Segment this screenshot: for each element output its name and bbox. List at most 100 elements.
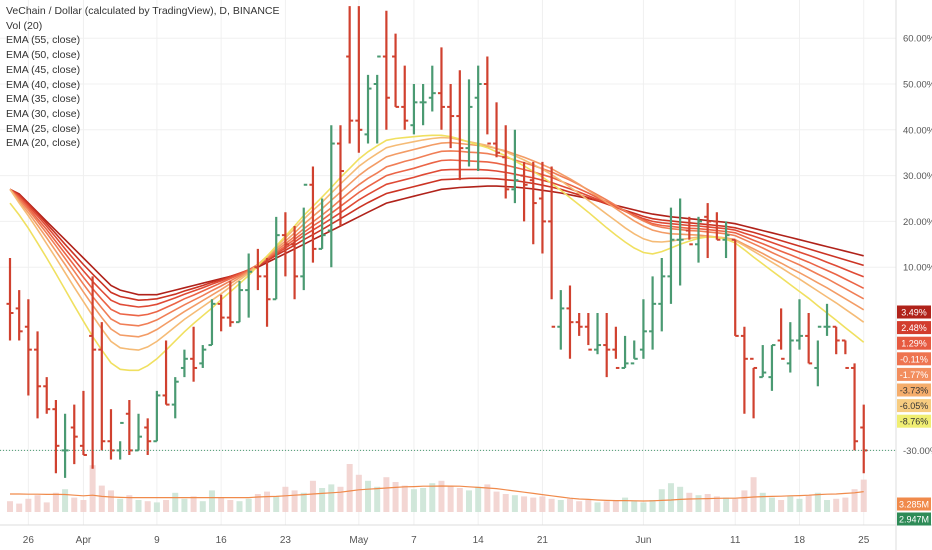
legend-item[interactable]: EMA (35, close)	[6, 93, 81, 106]
legend-item[interactable]: EMA (45, close)	[6, 63, 81, 76]
volume-bar	[704, 494, 711, 512]
volume-bar	[273, 496, 280, 512]
volume-bar	[190, 496, 197, 512]
volume-bar	[392, 482, 399, 512]
x-tick-label: 14	[473, 535, 485, 546]
volume-bar	[686, 492, 693, 512]
volume-bar	[622, 497, 629, 512]
price-label-box	[897, 305, 931, 319]
volume-bar	[612, 500, 619, 512]
legend-item[interactable]: Vol (20)	[6, 19, 43, 32]
volume-bar	[52, 492, 59, 512]
price-label: -6.05%	[900, 401, 929, 411]
volume-bar	[713, 496, 720, 512]
price-label: -1.77%	[900, 370, 929, 380]
volume-label: 2.947M	[899, 515, 929, 525]
volume-bar	[585, 500, 592, 512]
volume-bar	[493, 491, 500, 512]
legend-item[interactable]: EMA (40, close)	[6, 78, 81, 91]
volume-bar	[511, 495, 518, 512]
volume-bar	[438, 480, 445, 512]
price-label-box	[897, 367, 931, 381]
volume-bar	[98, 485, 105, 512]
volume-bar	[695, 495, 702, 512]
volume-bar	[640, 502, 647, 512]
volume-bar	[236, 501, 243, 512]
ema-line[interactable]	[9, 185, 864, 296]
volume-bar	[447, 485, 454, 512]
volume-bar	[163, 500, 170, 512]
volume-bar	[401, 485, 408, 512]
ema-line[interactable]	[9, 168, 864, 308]
volume-bar	[466, 490, 472, 512]
y-tick-label: 40.00%	[903, 125, 932, 136]
volume-bar	[337, 486, 344, 512]
chart-title: VeChain / Dollar (calculated by TradingV…	[6, 5, 280, 17]
volume-bar	[566, 498, 573, 512]
price-label: 2.48%	[901, 323, 927, 333]
volume-bar	[346, 464, 353, 512]
volume-bar	[181, 498, 188, 512]
volume-bar	[291, 490, 298, 512]
price-label: -8.76%	[900, 417, 929, 427]
volume-bar	[768, 497, 775, 512]
volume-bar	[429, 483, 436, 512]
volume-bar	[34, 495, 41, 512]
volume-bar	[796, 498, 803, 512]
volume-bar	[420, 488, 427, 512]
x-tick-label: Apr	[76, 535, 92, 546]
legend-item[interactable]: EMA (55, close)	[6, 34, 81, 47]
x-tick-label: 11	[730, 535, 741, 546]
volume-bar	[62, 489, 69, 512]
ema-line[interactable]	[9, 134, 865, 372]
volume-ma-line	[10, 485, 864, 502]
volume-bar	[631, 501, 638, 512]
volume-bar	[475, 486, 482, 512]
legend-item[interactable]: EMA (20, close)	[6, 137, 81, 150]
price-label-box	[897, 414, 931, 428]
x-tick-label: 16	[216, 535, 228, 546]
volume-bar	[484, 484, 491, 512]
x-tick-label: 21	[537, 535, 549, 546]
volume-bar	[805, 495, 812, 512]
volume-label: 3.285M	[899, 500, 929, 510]
volume-bar	[374, 486, 381, 512]
volume-bar	[355, 474, 362, 512]
ema-line[interactable]	[9, 159, 865, 317]
volume-bar	[594, 502, 601, 512]
legend-item[interactable]: EMA (30, close)	[6, 107, 81, 120]
legend-item[interactable]: EMA (50, close)	[6, 49, 81, 62]
volume-bar	[71, 497, 78, 512]
volume-label-box	[897, 512, 931, 526]
volume-bar	[778, 500, 785, 512]
price-label: 1.29%	[901, 339, 927, 349]
x-tick-label: 9	[154, 535, 160, 546]
y-tick-label: 50.00%	[903, 80, 932, 91]
price-label-box	[897, 321, 931, 335]
volume-bar	[723, 497, 730, 512]
x-tick-label: 23	[280, 535, 292, 546]
ema-line[interactable]	[9, 177, 864, 302]
volume-bar	[814, 492, 821, 512]
volume-bar	[860, 479, 867, 512]
legend-item[interactable]: EMA (25, close)	[6, 122, 81, 135]
volume-bar	[43, 502, 50, 512]
volume-bar	[759, 492, 766, 512]
volume-label-box	[897, 497, 931, 511]
y-tick-label: 20.00%	[903, 217, 932, 228]
price-label-box	[897, 383, 931, 397]
price-label-box	[897, 352, 931, 366]
volume-bar	[227, 500, 234, 512]
ema-line[interactable]	[9, 150, 865, 327]
volume-bar	[667, 483, 674, 512]
y-tick-label: 60.00%	[903, 34, 932, 45]
volume-bar	[245, 498, 252, 512]
volume-bar	[80, 500, 87, 512]
volume-bar	[833, 498, 840, 512]
volume-bar	[89, 465, 96, 512]
volume-bar	[135, 500, 142, 512]
price-label: 3.49%	[901, 308, 927, 318]
volume-bar	[842, 497, 849, 512]
